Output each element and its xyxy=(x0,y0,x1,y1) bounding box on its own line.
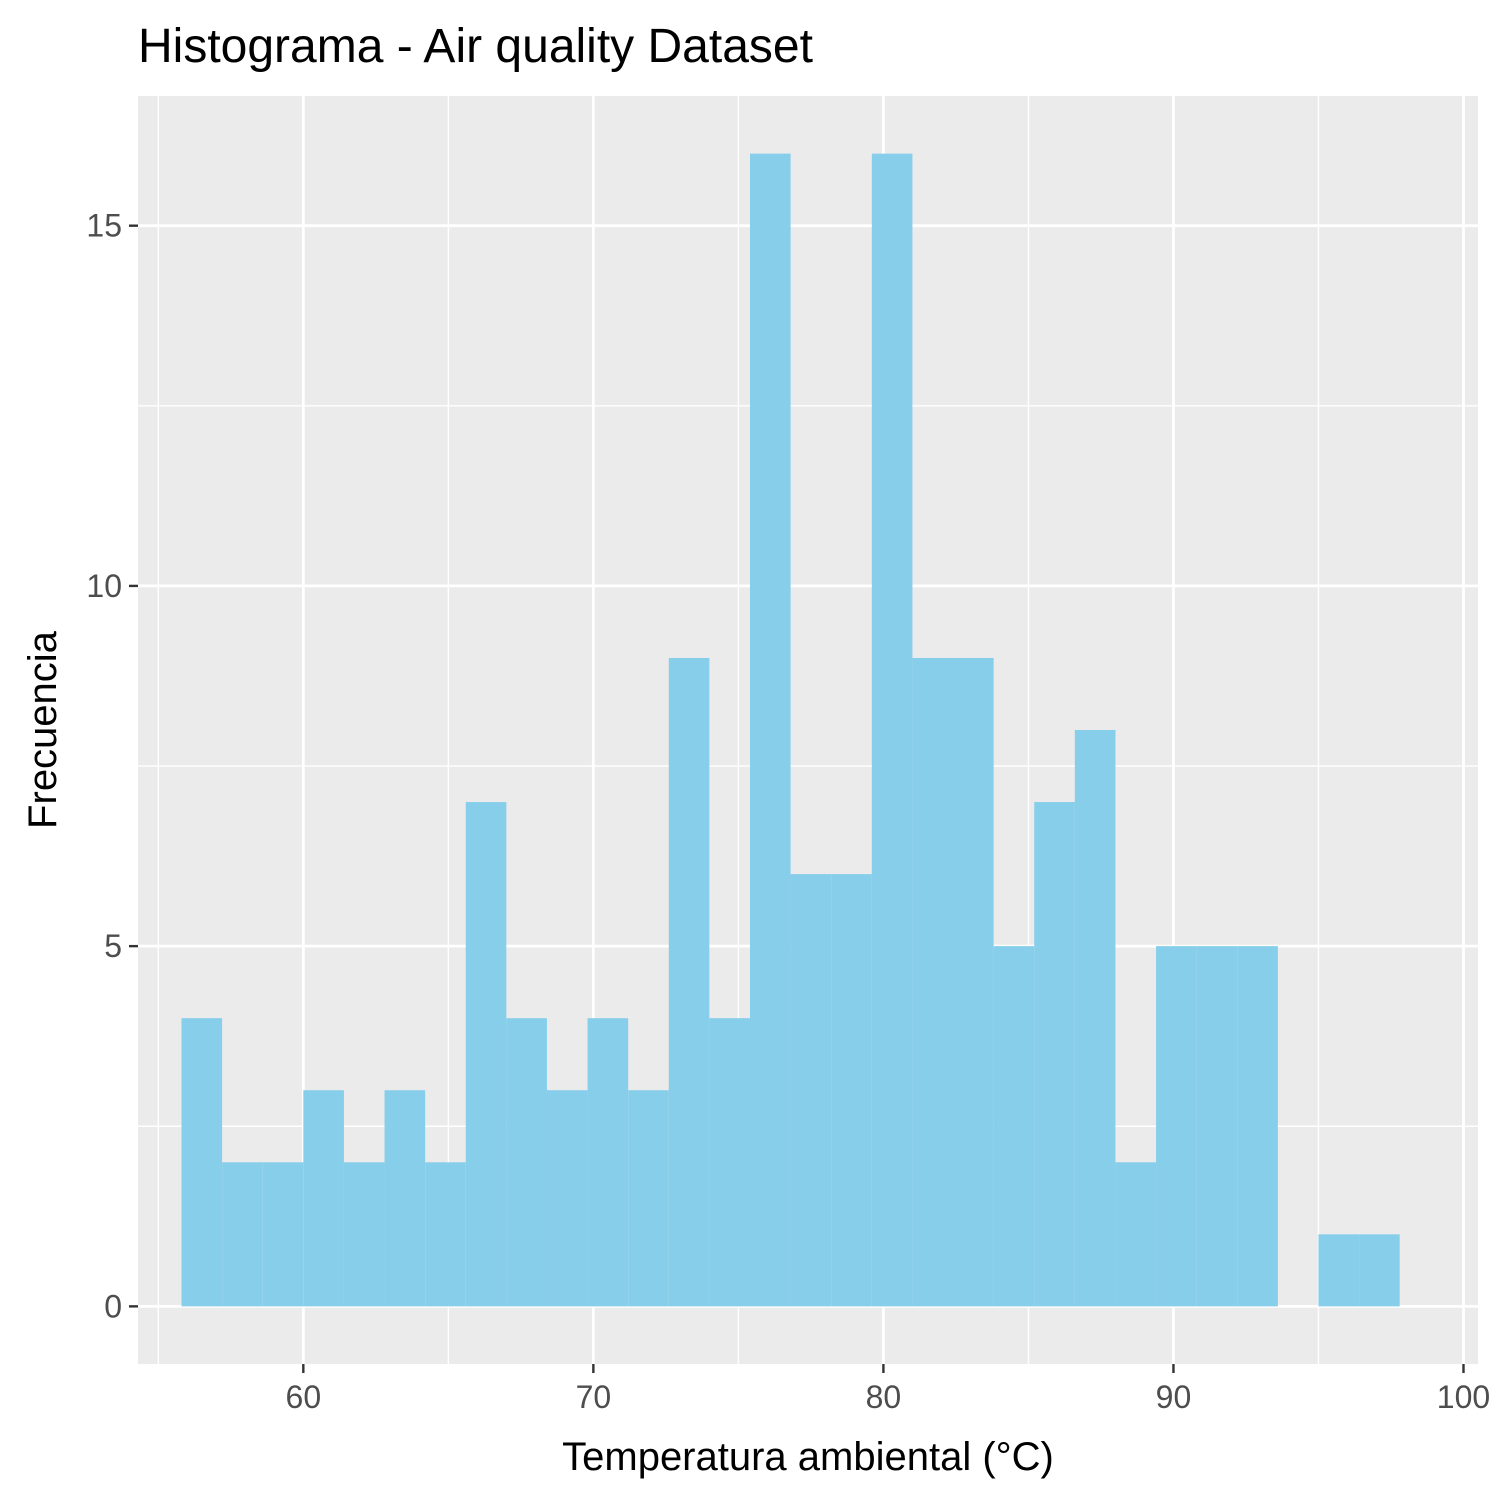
x-tick-label: 100 xyxy=(1437,1379,1490,1415)
histogram-bar xyxy=(1359,1234,1400,1307)
histogram-bar xyxy=(1034,802,1075,1307)
x-tick-label: 70 xyxy=(576,1379,612,1415)
x-tick-label: 80 xyxy=(866,1379,902,1415)
histogram-bar xyxy=(1237,946,1278,1307)
histogram-bar xyxy=(465,802,507,1307)
x-tick-label: 60 xyxy=(286,1379,322,1415)
x-tick-label: 90 xyxy=(1156,1379,1192,1415)
histogram-bar xyxy=(587,1018,629,1307)
histogram-bars xyxy=(181,153,1400,1307)
histogram-bar xyxy=(384,1090,426,1307)
histogram-bar xyxy=(790,874,832,1307)
histogram-bar xyxy=(1196,946,1238,1307)
y-tick-label: 0 xyxy=(104,1288,122,1324)
x-axis-title: Temperatura ambiental (°C) xyxy=(562,1435,1054,1479)
y-tick-label: 15 xyxy=(86,208,122,244)
histogram-bar xyxy=(912,657,954,1307)
y-axis: 0 5 10 15 xyxy=(86,208,138,1324)
histogram-bar xyxy=(871,153,913,1307)
histogram-bar xyxy=(953,657,994,1307)
histogram-bar xyxy=(628,1090,669,1307)
y-axis-title: Frecuencia xyxy=(21,630,65,829)
histogram-bar xyxy=(1115,1162,1157,1307)
histogram-bar xyxy=(303,1090,344,1307)
x-axis: 60 70 80 90 100 xyxy=(286,1364,1490,1415)
histogram-bar xyxy=(709,1018,750,1307)
histogram-bar xyxy=(262,1162,304,1307)
histogram-bar xyxy=(831,874,872,1307)
histogram-bar xyxy=(1156,946,1197,1307)
histogram-bar xyxy=(1074,730,1116,1307)
histogram-bar xyxy=(506,1018,547,1307)
histogram-bar xyxy=(546,1090,588,1307)
histogram-bar xyxy=(993,946,1035,1307)
histogram-bar xyxy=(222,1162,263,1307)
chart-title: Histograma - Air quality Dataset xyxy=(138,20,813,73)
histogram-bar xyxy=(425,1162,466,1307)
histogram-bar xyxy=(668,657,710,1307)
histogram-bar xyxy=(343,1162,385,1307)
y-tick-label: 5 xyxy=(104,928,122,964)
y-tick-label: 10 xyxy=(86,568,122,604)
histogram-bar xyxy=(1318,1234,1360,1307)
histogram-bar xyxy=(749,153,791,1307)
histogram-bar xyxy=(181,1018,223,1307)
